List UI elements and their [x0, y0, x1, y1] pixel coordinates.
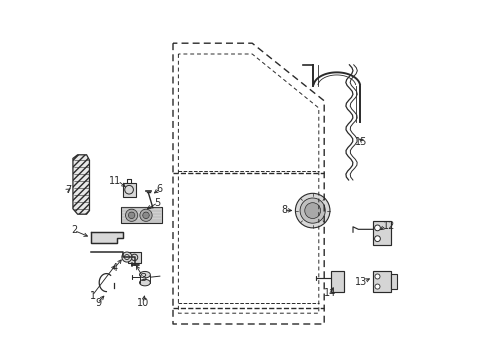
Polygon shape	[373, 271, 391, 292]
Circle shape	[125, 209, 138, 221]
Text: 10: 10	[137, 298, 149, 308]
Text: 13: 13	[355, 276, 368, 287]
Ellipse shape	[140, 271, 150, 278]
Text: 3: 3	[140, 273, 146, 283]
Text: 1: 1	[90, 291, 96, 301]
Text: 8: 8	[281, 205, 287, 215]
Circle shape	[122, 252, 132, 262]
Polygon shape	[122, 183, 136, 197]
Polygon shape	[331, 271, 344, 292]
Text: 2: 2	[72, 225, 77, 235]
Polygon shape	[391, 274, 397, 289]
Text: 12: 12	[383, 221, 395, 231]
Text: 5: 5	[154, 198, 161, 208]
Text: 14: 14	[324, 288, 337, 298]
Circle shape	[140, 209, 152, 221]
Text: 7: 7	[65, 185, 72, 195]
Circle shape	[295, 193, 330, 228]
Circle shape	[305, 203, 320, 219]
Circle shape	[128, 212, 135, 219]
Text: 9: 9	[95, 298, 101, 308]
Text: 6: 6	[157, 184, 163, 194]
Text: 4: 4	[112, 263, 118, 273]
Ellipse shape	[140, 279, 150, 286]
Polygon shape	[121, 207, 162, 223]
Circle shape	[375, 284, 380, 289]
Text: 15: 15	[355, 137, 368, 147]
Circle shape	[374, 225, 380, 231]
Polygon shape	[373, 221, 391, 245]
Polygon shape	[73, 155, 90, 214]
Circle shape	[300, 198, 325, 223]
Text: 11: 11	[109, 176, 122, 186]
Polygon shape	[91, 232, 122, 243]
Circle shape	[143, 212, 149, 219]
Circle shape	[374, 236, 380, 242]
Polygon shape	[128, 252, 141, 263]
Circle shape	[375, 274, 380, 279]
